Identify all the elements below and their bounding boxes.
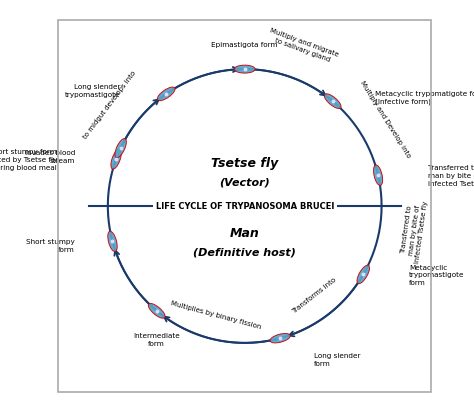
Text: Short stumpy
form: Short stumpy form: [26, 239, 74, 252]
Text: Man: Man: [230, 227, 260, 240]
Ellipse shape: [111, 150, 121, 170]
Text: Long slender
form: Long slender form: [314, 352, 361, 366]
Text: Multiply and Develop into: Multiply and Develop into: [359, 80, 411, 159]
Text: Intermediate
form: Intermediate form: [133, 333, 180, 347]
Text: Epimastigota form: Epimastigota form: [211, 42, 278, 48]
Text: (Vector): (Vector): [219, 177, 270, 187]
Ellipse shape: [115, 139, 127, 159]
Text: Transferred to
man by bite of
infected Tsetse fly: Transferred to man by bite of infected T…: [399, 197, 429, 263]
Text: (Definitive host): (Definitive host): [193, 247, 296, 257]
Text: Metacyclic
trypomastigote
form: Metacyclic trypomastigote form: [409, 264, 465, 285]
Ellipse shape: [357, 266, 370, 284]
Text: LIFE CYCLE OF TRYPANOSOMA BRUCEI: LIFE CYCLE OF TRYPANOSOMA BRUCEI: [155, 202, 334, 211]
Text: to midgut develops into: to midgut develops into: [82, 70, 137, 140]
Text: Tsetse fly: Tsetse fly: [211, 157, 278, 169]
Ellipse shape: [148, 304, 165, 318]
Text: Short stumpy form
ingested by Tsetse fly
during blood meal: Short stumpy form ingested by Tsetse fly…: [0, 149, 57, 171]
Ellipse shape: [324, 95, 341, 109]
Text: Invades blood
stream: Invades blood stream: [25, 150, 75, 163]
Ellipse shape: [374, 166, 383, 186]
Ellipse shape: [157, 88, 175, 102]
Text: Metacyclic trypomatigote form
(Infective form): Metacyclic trypomatigote form (Infective…: [374, 91, 474, 105]
Ellipse shape: [108, 232, 117, 252]
Text: Transforms into: Transforms into: [291, 276, 337, 313]
Text: Multiply and migrate
to salivary gland: Multiply and migrate to salivary gland: [267, 27, 340, 65]
Ellipse shape: [270, 334, 290, 343]
Text: Long slender
trypomastigote: Long slender trypomastigote: [65, 84, 120, 98]
Text: Transferred to
man by bite of
infected Tsetse fly: Transferred to man by bite of infected T…: [428, 165, 474, 187]
Ellipse shape: [234, 66, 255, 74]
Text: Multiplies by binary fission: Multiplies by binary fission: [170, 300, 262, 330]
